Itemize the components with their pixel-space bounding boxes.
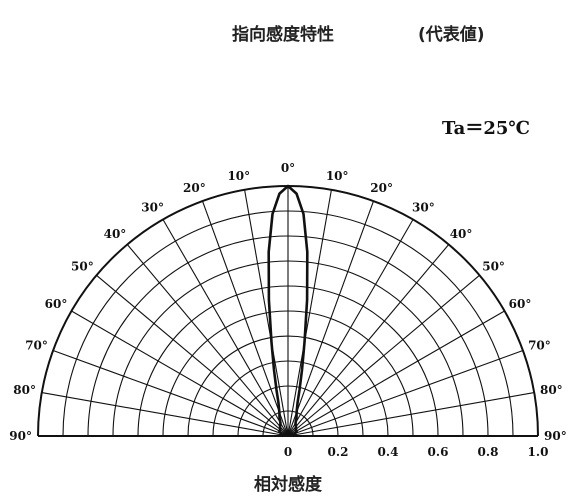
- angle-tick-label: 70°: [528, 339, 551, 353]
- grid-spoke: [287, 274, 480, 437]
- angle-tick-label: 0°: [281, 161, 295, 175]
- grid-spoke: [287, 189, 332, 437]
- radial-tick-label: 0.2: [328, 445, 349, 459]
- grid-spoke: [287, 244, 450, 437]
- radial-tick-label: 0: [284, 445, 292, 459]
- angle-tick-label: 90°: [9, 429, 32, 443]
- angle-tick-label: 40°: [104, 227, 127, 241]
- grid-spoke: [52, 349, 289, 437]
- angle-tick-label: 10°: [326, 169, 349, 183]
- angle-tick-label: 40°: [450, 227, 473, 241]
- grid-spoke: [126, 244, 289, 437]
- angle-tick-label: 60°: [45, 297, 68, 311]
- angle-tick-label: 80°: [13, 383, 36, 397]
- chart-labels: 0° 10° 10° 20° 20° 30° 30° 40° 40° 50° 50° 60° 60° 70…: [9, 161, 566, 459]
- grid-spoke: [287, 200, 375, 437]
- angle-tick-label: 10°: [227, 169, 250, 183]
- angle-tick-label: 60°: [509, 297, 532, 311]
- radial-tick-label: 0.6: [428, 445, 449, 459]
- grid-spoke: [162, 219, 289, 437]
- sensitivity-curve: [267, 184, 309, 438]
- polar-grid: [37, 185, 539, 437]
- angle-tick-label: 70°: [25, 339, 48, 353]
- radial-tick-label: 0.4: [378, 445, 399, 459]
- grid-spoke: [41, 392, 289, 437]
- angle-tick-label: 50°: [482, 259, 505, 273]
- angle-tick-label: 80°: [540, 383, 563, 397]
- angle-tick-label: 20°: [370, 181, 393, 195]
- temperature-condition: Ta＝25℃: [442, 118, 530, 139]
- grid-spoke: [287, 310, 505, 437]
- angle-tick-label: 90°: [544, 429, 567, 443]
- angle-tick-label: 50°: [71, 259, 94, 273]
- radial-tick-label: 0.8: [478, 445, 499, 459]
- sensitivity-line: [267, 184, 309, 438]
- x-axis-label: 相対感度: [254, 475, 322, 495]
- chart-subtitle: (代表値): [418, 25, 485, 45]
- angle-tick-label: 30°: [412, 200, 435, 214]
- grid-spoke: [201, 200, 289, 437]
- angle-tick-label: 30°: [141, 200, 164, 214]
- radial-tick-label: 1.0: [528, 445, 549, 459]
- grid-spoke: [287, 349, 524, 437]
- title-row: 指向感度特性 (代表値): [0, 20, 576, 45]
- grid-spoke: [96, 274, 289, 437]
- grid-spoke: [287, 219, 414, 437]
- angle-tick-label: 20°: [183, 181, 206, 195]
- grid-spoke: [287, 392, 535, 437]
- grid-spoke: [244, 189, 289, 437]
- grid-spoke: [71, 310, 289, 437]
- chart-title: 指向感度特性: [232, 25, 334, 45]
- polar-chart: 0° 10° 10° 20° 20° 30° 30° 40° 40° 50° 50° 60° 60° 70…: [9, 161, 566, 459]
